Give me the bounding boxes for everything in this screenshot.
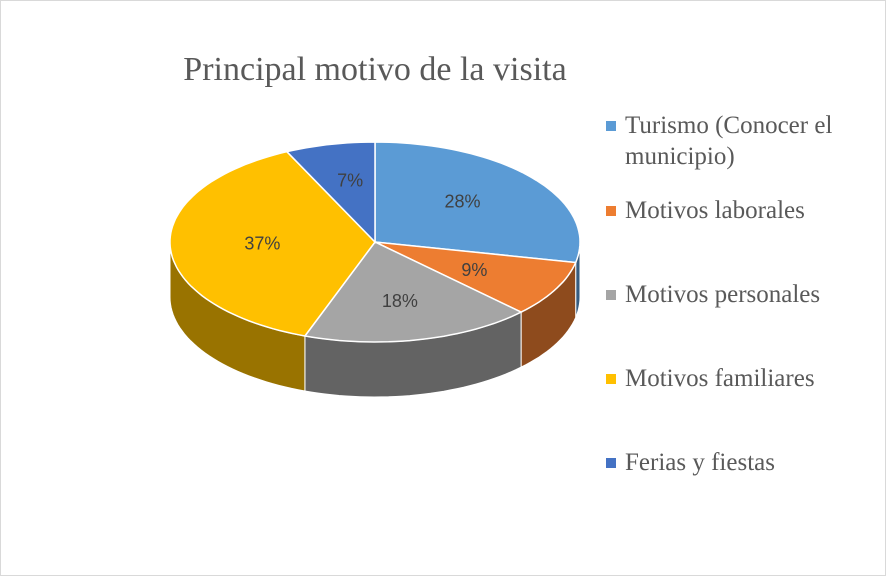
legend-label: Motivos laborales (625, 197, 805, 224)
legend-item: Turismo (Conocer el municipio) (606, 110, 876, 172)
legend-item: Motivos personales (606, 279, 876, 310)
legend-swatch (606, 458, 616, 468)
legend-label: Motivos personales (625, 281, 821, 308)
legend-swatch (606, 374, 616, 384)
legend-item: Motivos laborales (606, 195, 876, 226)
legend-swatch (606, 206, 616, 216)
legend-item: Ferias y fiestas (606, 447, 876, 478)
legend-item: Motivos familiares (606, 363, 876, 394)
data-label: 28% (444, 192, 480, 212)
data-label: 9% (461, 260, 487, 280)
slice (303, 241, 523, 343)
data-label: 37% (244, 234, 280, 254)
legend-label: Turismo (Conocer el municipio) (625, 112, 833, 170)
slice (169, 150, 376, 337)
legend-label: Ferias y fiestas (625, 449, 775, 476)
legend-swatch (606, 121, 616, 131)
legend-label: Motivos familiares (625, 365, 815, 392)
slice (374, 241, 577, 313)
slice (374, 141, 581, 264)
chart-title: Principal motivo de la visita (183, 51, 566, 88)
legend-swatch (606, 290, 616, 300)
data-label: 7% (337, 170, 363, 190)
slice (285, 141, 376, 244)
data-label: 18% (382, 291, 418, 311)
